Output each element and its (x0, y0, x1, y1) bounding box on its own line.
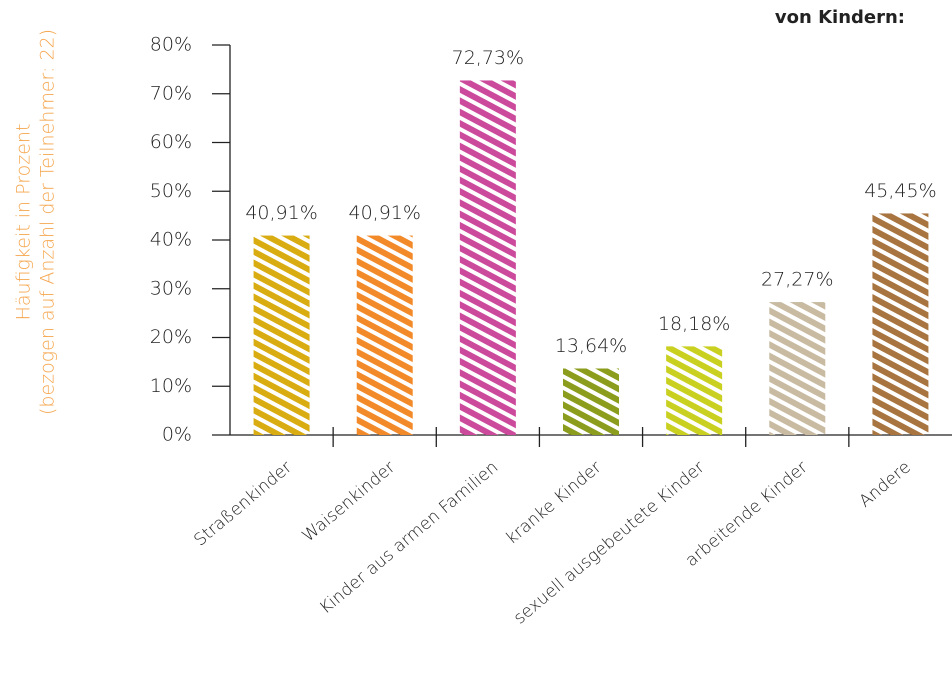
bar (459, 80, 516, 435)
chart-title: von Kindern: (775, 7, 905, 28)
y-tick-label: 40% (150, 229, 192, 251)
bar (253, 235, 310, 435)
bar (666, 346, 723, 435)
x-tick-label: sexuell ausgebeutete Kinder (510, 457, 709, 628)
y-label-line: Häufigkeit in Prozent (13, 124, 35, 321)
y-tick-label: 50% (150, 180, 192, 202)
x-tick-label: Kinder aus armen Familien (316, 457, 502, 618)
bar (872, 213, 929, 435)
y-axis-title: Häufigkeit in Prozent (bezogen auf Anzah… (13, 29, 59, 415)
bar (769, 302, 826, 435)
bar (356, 235, 413, 435)
value-label: 40,91% (348, 202, 420, 224)
y-tick-label: 20% (150, 326, 192, 348)
x-tick-label: Straßenkinder (190, 457, 296, 550)
x-tick-label: Waisenkinder (299, 457, 400, 546)
value-label: 72,73% (452, 47, 524, 69)
y-label-line: (bezogen auf Anzahl der Teilnehmer: 22) (37, 29, 59, 415)
x-tick-label: Andere (855, 457, 914, 511)
bar (563, 368, 619, 435)
x-tick-label: kranke Kinder (502, 457, 605, 548)
y-tick-label: 60% (150, 131, 192, 153)
y-tick-label: 80% (150, 34, 192, 56)
value-label: 27,27% (761, 269, 833, 291)
value-label: 13,64% (555, 335, 627, 357)
value-label: 45,45% (864, 180, 936, 202)
y-tick-label: 10% (150, 375, 192, 397)
y-tick-label: 0% (162, 424, 192, 446)
value-label: 40,91% (245, 202, 317, 224)
y-tick-label: 30% (150, 277, 192, 299)
y-tick-label: 70% (150, 82, 192, 104)
value-label: 18,18% (658, 313, 730, 335)
